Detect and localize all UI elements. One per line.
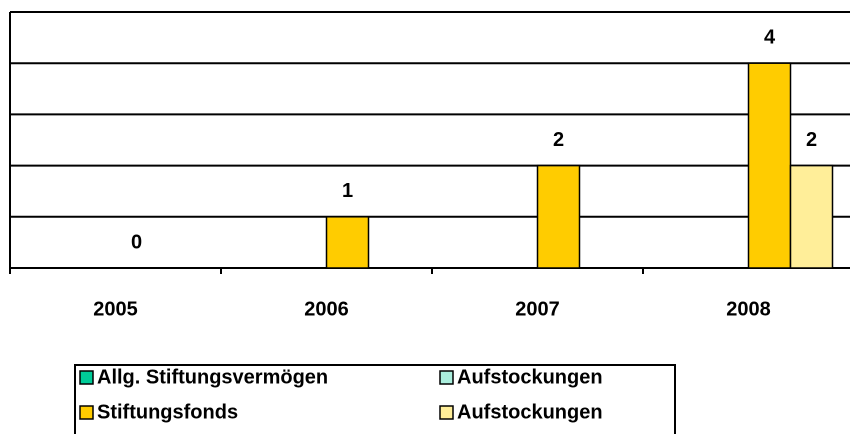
data-label: 1 (342, 180, 353, 202)
legend-swatch (79, 405, 94, 420)
x-tick-label: 2008 (726, 298, 771, 320)
data-label: 2 (806, 129, 817, 151)
legend-swatch (439, 405, 454, 420)
x-tick-label: 2005 (93, 298, 138, 320)
data-label: 0 (131, 231, 142, 253)
legend-swatch (439, 370, 454, 385)
legend-label: Allg. Stiftungsvermögen (97, 366, 328, 388)
legend-label: Stiftungsfonds (97, 401, 238, 423)
x-tick-label: 2007 (515, 298, 560, 320)
bar (747, 62, 792, 269)
legend-box (74, 364, 676, 434)
legend-swatch (79, 370, 94, 385)
legend-label: Aufstockungen (457, 366, 603, 388)
data-label: 4 (764, 26, 776, 48)
bar (325, 216, 370, 269)
bar (536, 164, 581, 269)
bar (789, 164, 834, 269)
legend-label: Aufstockungen (457, 401, 603, 423)
x-tick-label: 2006 (304, 298, 349, 320)
data-label: 2 (553, 129, 564, 151)
